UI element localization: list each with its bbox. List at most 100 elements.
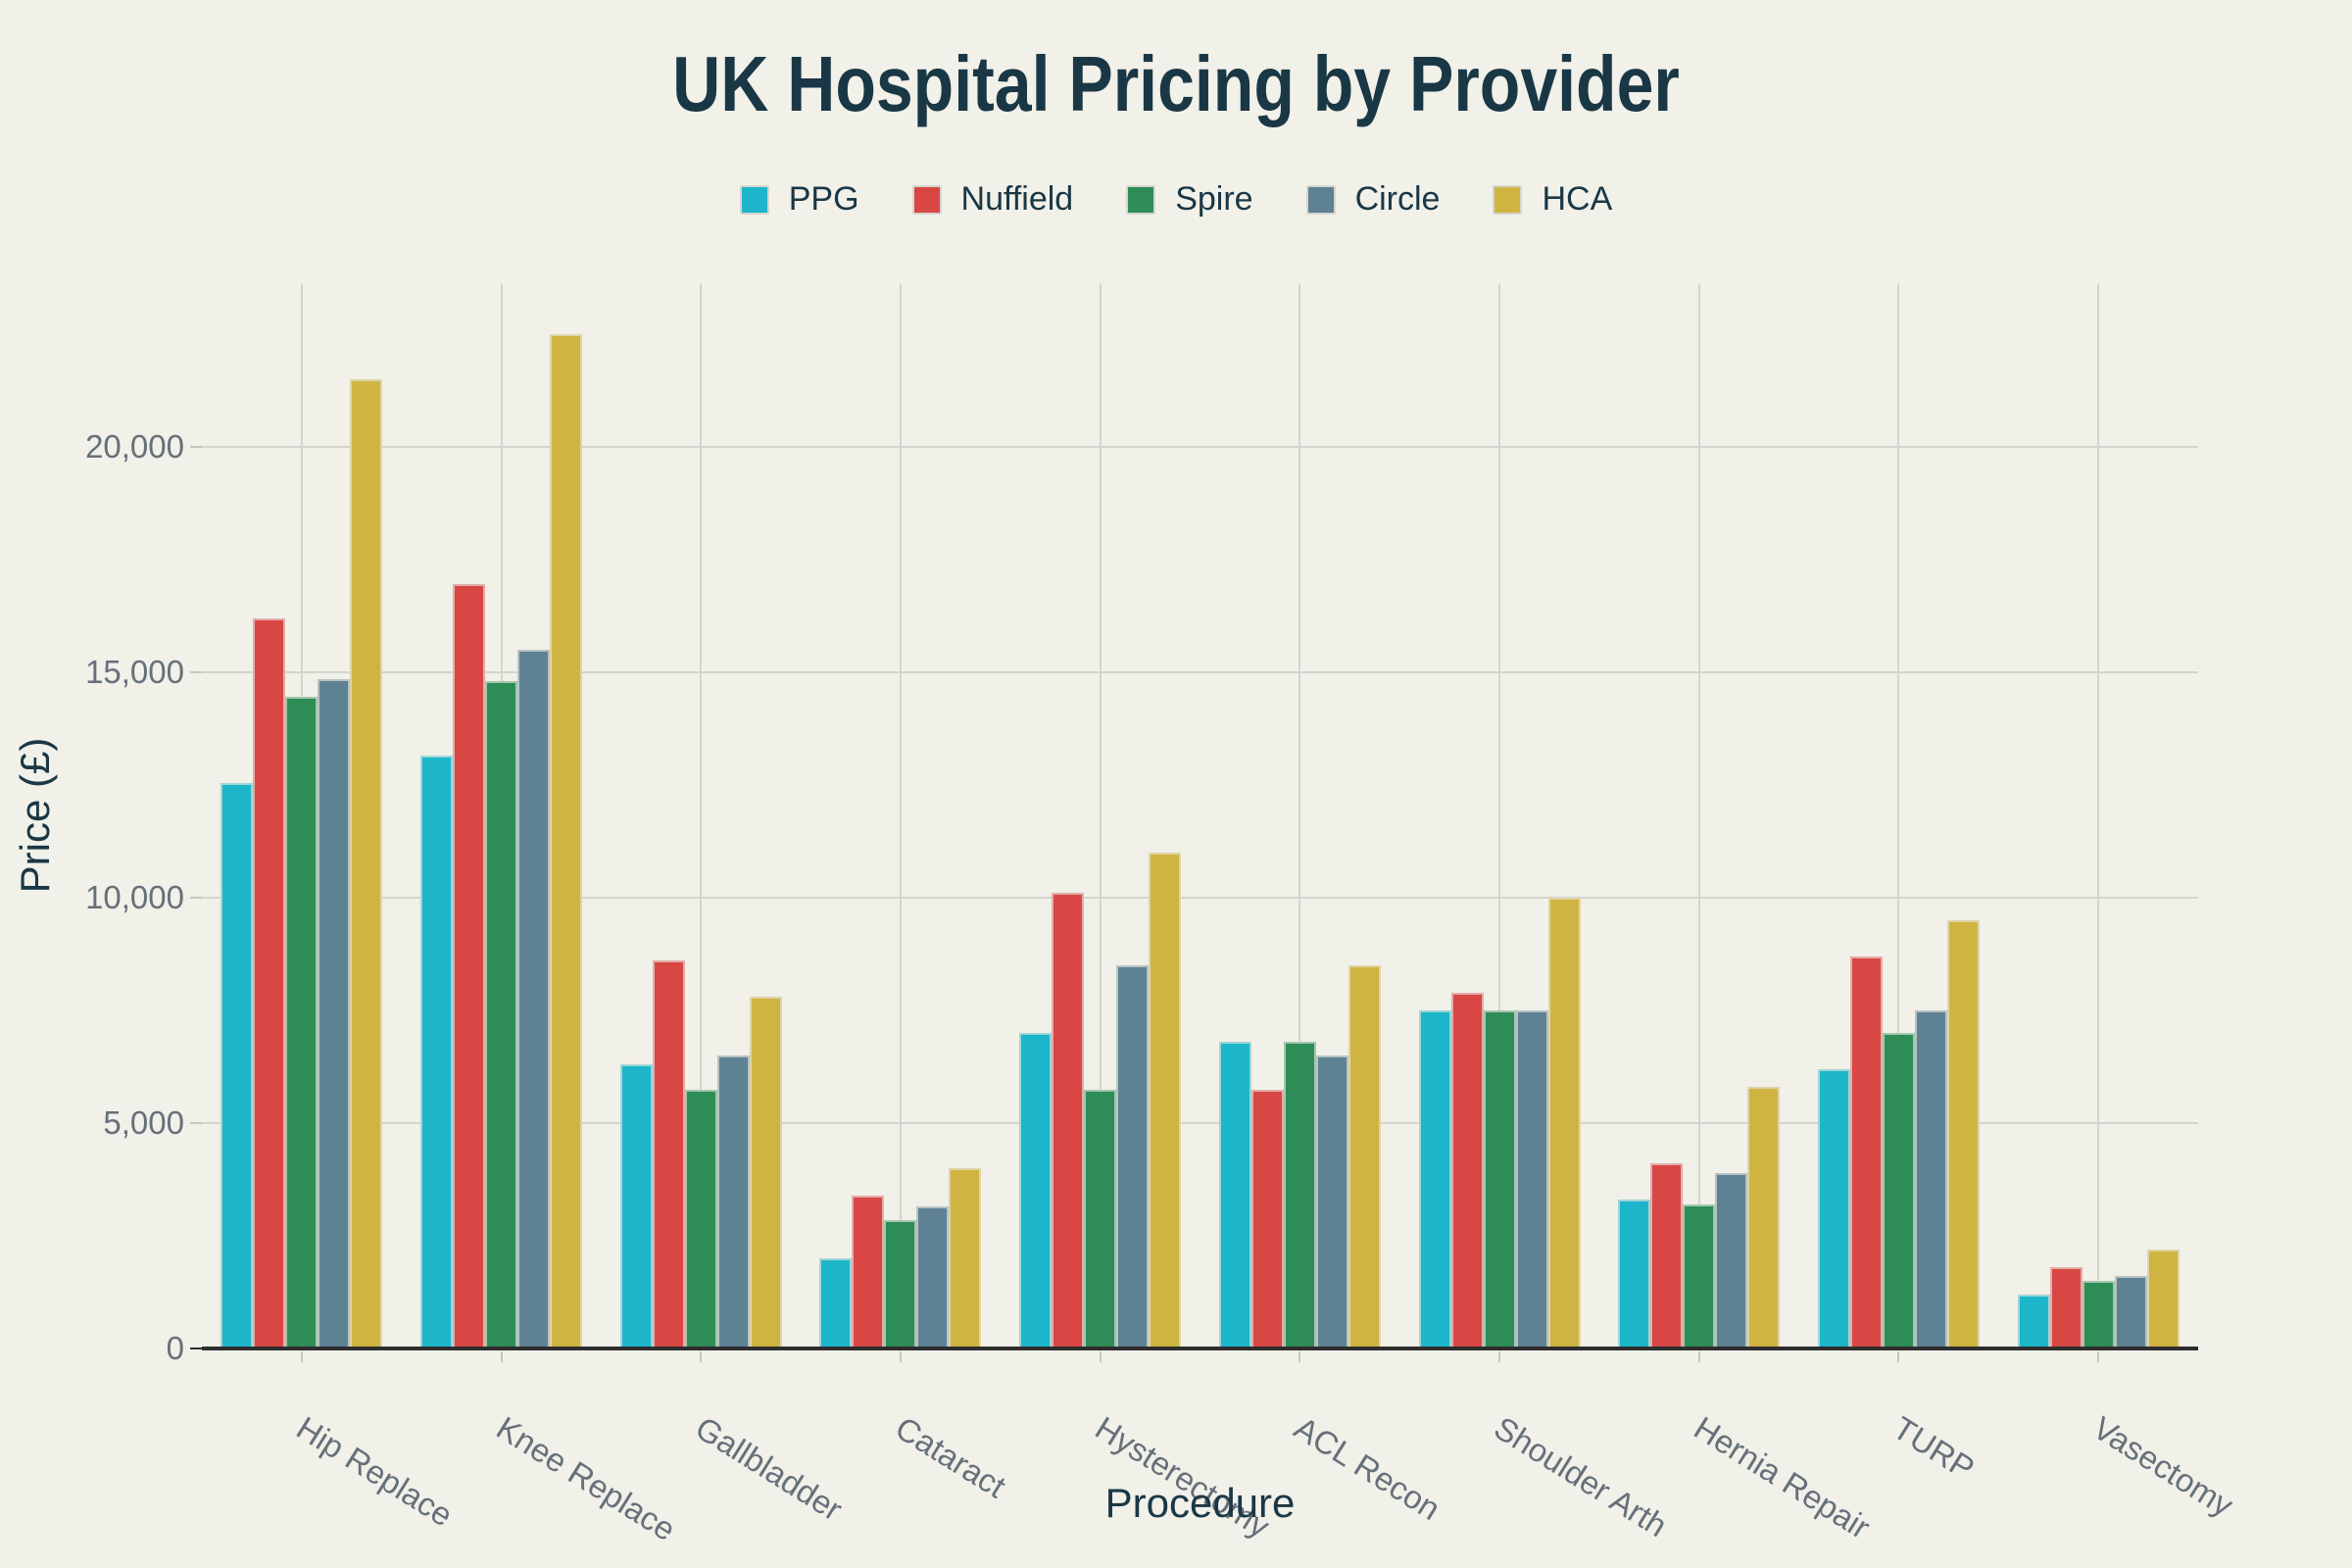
bar-spire-gallbladder xyxy=(684,1089,717,1348)
legend-swatch-nuffield xyxy=(911,184,942,215)
bar-spire-acl-recon xyxy=(1283,1042,1316,1348)
bar-nuffield-cataract xyxy=(852,1195,885,1348)
legend-item-circle: Circle xyxy=(1305,180,1441,219)
legend-item-nuffield: Nuffield xyxy=(911,180,1074,219)
legend-label: Circle xyxy=(1354,180,1441,218)
plot-area: 0 5,000 10,000 15,000 20,000 xyxy=(85,283,2198,1366)
bar-nuffield-shoulder-arth xyxy=(1450,992,1484,1348)
v-gridline xyxy=(1498,283,1501,1348)
y-tick xyxy=(190,1348,202,1349)
bar-circle-cataract xyxy=(916,1206,950,1348)
bar-ppg-vasectomy xyxy=(2017,1294,2050,1348)
x-tick xyxy=(1298,1351,1301,1362)
bar-circle-hernia-repair xyxy=(1715,1172,1748,1348)
h-gridline xyxy=(202,445,2198,448)
legend-label: PPG xyxy=(788,180,859,218)
v-gridline xyxy=(1897,283,1900,1348)
bar-ppg-hysterectomy xyxy=(1019,1033,1053,1348)
x-tick xyxy=(300,1351,303,1362)
bar-circle-knee-replace xyxy=(517,650,551,1348)
bar-ppg-hip-replace xyxy=(220,782,254,1348)
bar-ppg-gallbladder xyxy=(619,1064,653,1348)
y-axis-title: Price (£) xyxy=(12,737,58,894)
bar-spire-cataract xyxy=(884,1219,917,1348)
bar-circle-gallbladder xyxy=(716,1055,750,1348)
x-axis-line xyxy=(202,1347,2198,1350)
legend-swatch-hca xyxy=(1493,184,1523,215)
v-gridline xyxy=(1697,283,1700,1348)
legend-item-hca: HCA xyxy=(1493,180,1612,219)
y-tick xyxy=(190,896,202,899)
bar-ppg-hernia-repair xyxy=(1618,1200,1651,1348)
bar-spire-knee-replace xyxy=(485,681,518,1348)
y-tick xyxy=(190,670,202,673)
bar-spire-hip-replace xyxy=(285,697,318,1348)
bar-nuffield-knee-replace xyxy=(453,584,486,1348)
bar-ppg-shoulder-arth xyxy=(1418,1010,1451,1348)
bar-circle-acl-recon xyxy=(1315,1055,1348,1348)
bar-circle-vasectomy xyxy=(2114,1276,2147,1348)
bar-spire-vasectomy xyxy=(2082,1281,2115,1348)
bar-ppg-cataract xyxy=(819,1258,853,1348)
legend-label: HCA xyxy=(1542,180,1613,218)
v-gridline xyxy=(700,283,703,1348)
bar-nuffield-vasectomy xyxy=(2049,1267,2082,1348)
bar-nuffield-hip-replace xyxy=(253,617,286,1348)
bar-ppg-knee-replace xyxy=(420,756,454,1348)
x-tick xyxy=(2097,1351,2100,1362)
y-tick-label: 10,000 xyxy=(85,878,184,915)
v-gridline xyxy=(2097,283,2100,1348)
y-tick xyxy=(190,1121,202,1124)
bar-hca-hernia-repair xyxy=(1747,1087,1781,1348)
x-tick xyxy=(1498,1351,1501,1362)
bar-circle-hip-replace xyxy=(318,678,351,1348)
x-axis-title: Procedure xyxy=(1104,1480,1296,1526)
bar-hca-cataract xyxy=(949,1168,982,1348)
bar-hca-acl-recon xyxy=(1348,965,1381,1348)
legend-label: Spire xyxy=(1175,180,1253,218)
bar-spire-hernia-repair xyxy=(1683,1203,1716,1348)
v-gridline xyxy=(1298,283,1301,1348)
bar-hca-vasectomy xyxy=(2146,1249,2180,1348)
legend-label: Nuffield xyxy=(960,180,1074,218)
x-tick xyxy=(500,1351,503,1362)
h-gridline xyxy=(202,896,2198,899)
bar-nuffield-turp xyxy=(1849,956,1883,1348)
legend-swatch-spire xyxy=(1126,184,1156,215)
y-tick-label: 0 xyxy=(166,1330,184,1366)
bar-ppg-turp xyxy=(1817,1068,1850,1348)
legend-item-spire: Spire xyxy=(1126,180,1253,219)
x-tick xyxy=(1897,1351,1900,1362)
bar-ppg-acl-recon xyxy=(1218,1042,1251,1348)
bar-hca-knee-replace xyxy=(550,333,583,1348)
x-tick xyxy=(1099,1351,1102,1362)
h-gridline xyxy=(202,1121,2198,1124)
bar-hca-hip-replace xyxy=(350,378,383,1348)
bar-hca-gallbladder xyxy=(749,997,782,1348)
bar-hca-shoulder-arth xyxy=(1547,898,1581,1348)
v-gridline xyxy=(899,283,902,1348)
legend-swatch-circle xyxy=(1305,184,1336,215)
bar-nuffield-hysterectomy xyxy=(1052,893,1085,1348)
bar-nuffield-hernia-repair xyxy=(1650,1163,1684,1348)
y-tick-label: 15,000 xyxy=(85,653,184,690)
x-tick-label-turp: TURP xyxy=(1886,1409,1982,1487)
v-gridline xyxy=(1099,283,1102,1348)
chart-title: UK Hospital Pricing by Provider xyxy=(672,40,1680,127)
bar-spire-hysterectomy xyxy=(1084,1089,1117,1348)
bar-nuffield-acl-recon xyxy=(1250,1089,1284,1348)
bar-spire-shoulder-arth xyxy=(1483,1010,1516,1348)
y-tick-label: 20,000 xyxy=(85,427,184,465)
bar-circle-hysterectomy xyxy=(1116,965,1150,1348)
bar-circle-shoulder-arth xyxy=(1515,1010,1548,1348)
bar-spire-turp xyxy=(1882,1033,1915,1348)
x-tick xyxy=(700,1351,703,1362)
legend-item-ppg: PPG xyxy=(739,180,859,219)
x-tick xyxy=(899,1351,902,1362)
bar-nuffield-gallbladder xyxy=(652,960,685,1348)
y-tick-label: 5,000 xyxy=(103,1103,184,1141)
y-tick xyxy=(190,445,202,448)
legend-swatch-ppg xyxy=(739,184,769,215)
bar-hca-hysterectomy xyxy=(1149,853,1182,1348)
